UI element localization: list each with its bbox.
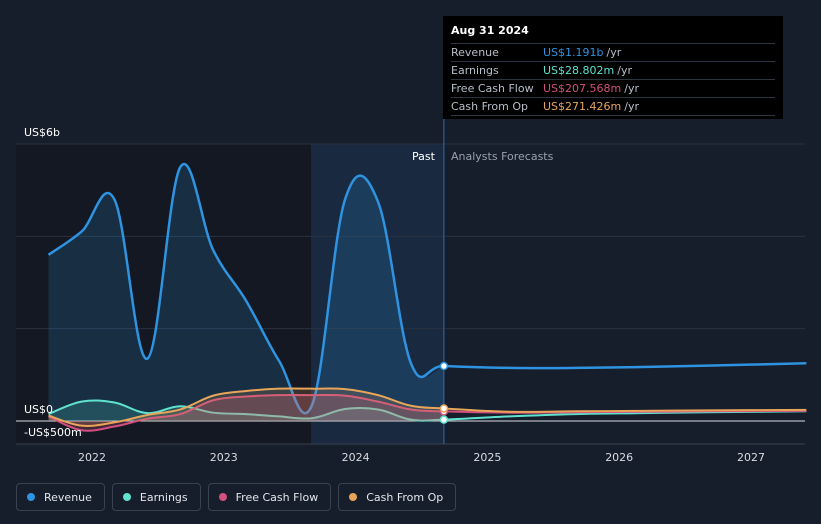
- tooltip-row-free-cash-flow: Free Cash Flow US$207.568m /yr: [451, 79, 775, 97]
- legend-item-earnings[interactable]: Earnings: [111, 483, 201, 511]
- x-tick-label: 2022: [78, 451, 106, 464]
- y-label-zero: US$0: [24, 403, 54, 416]
- tooltip-label: Cash From Op: [451, 100, 529, 113]
- x-tick-label: 2024: [342, 451, 370, 464]
- tooltip-unit: /yr: [624, 82, 639, 95]
- series-line-cash-from-op: [48, 387, 807, 427]
- tooltip-unit: /yr: [606, 46, 622, 59]
- forecast-label: Analysts Forecasts: [451, 150, 554, 163]
- past-shade-band: [16, 144, 311, 444]
- series-area-cash-from-op: [48, 388, 444, 426]
- tooltip-date: Aug 31 2024: [451, 24, 529, 37]
- legend-label: Revenue: [44, 490, 92, 504]
- legend-label: Free Cash Flow: [235, 490, 319, 504]
- marker-cash-from-op: [439, 404, 449, 413]
- tooltip-row-revenue: Revenue US$1.191b /yr: [451, 43, 775, 61]
- tooltip-row-cash-from-op: Cash From Op US$271.426m /yr: [451, 97, 775, 116]
- legend-dot-icon: [27, 493, 35, 501]
- tooltip-unit: /yr: [624, 100, 639, 113]
- past-label: Past: [412, 150, 435, 163]
- series-area-free-cash-flow: [48, 394, 444, 431]
- series-line-earnings: [48, 399, 807, 422]
- legend-dot-icon: [122, 493, 131, 501]
- tooltip-value: US$1.191b: [543, 46, 604, 59]
- marker-revenue: [439, 361, 449, 371]
- tooltip-label: Free Cash Flow: [451, 82, 534, 95]
- y-label-bottom: -US$500m: [24, 426, 82, 439]
- series-line-revenue: [47, 162, 807, 415]
- tooltip-unit: /yr: [617, 64, 632, 77]
- tooltip-value: US$271.426m: [543, 100, 622, 113]
- legend: Revenue Earnings Free Cash Flow Cash Fro…: [16, 483, 457, 511]
- tooltip-row-earnings: Earnings US$28.802m /yr: [451, 61, 775, 79]
- legend-item-revenue[interactable]: Revenue: [16, 483, 105, 511]
- legend-dot-icon: [349, 493, 358, 501]
- legend-label: Earnings: [139, 490, 188, 504]
- tooltip-value: US$207.568m: [543, 82, 622, 95]
- tooltip: Aug 31 2024 Revenue US$1.191b /yr Earnin…: [443, 16, 783, 119]
- x-tick-label: 2027: [737, 451, 765, 464]
- marker-earnings: [439, 415, 449, 424]
- legend-label: Cash From Op: [366, 490, 444, 504]
- legend-dot-icon: [218, 493, 227, 501]
- tooltip-value: US$28.802m: [543, 64, 615, 77]
- y-label-top: US$6b: [24, 126, 61, 139]
- legend-item-free-cash-flow[interactable]: Free Cash Flow: [207, 483, 332, 511]
- tooltip-label: Revenue: [451, 46, 499, 59]
- series-area-revenue: [48, 163, 444, 421]
- x-tick-label: 2026: [605, 451, 633, 464]
- tooltip-label: Earnings: [451, 64, 499, 77]
- legend-item-cash-from-op[interactable]: Cash From Op: [338, 483, 457, 511]
- x-tick-label: 2023: [210, 451, 238, 464]
- x-tick-label: 2025: [473, 451, 501, 464]
